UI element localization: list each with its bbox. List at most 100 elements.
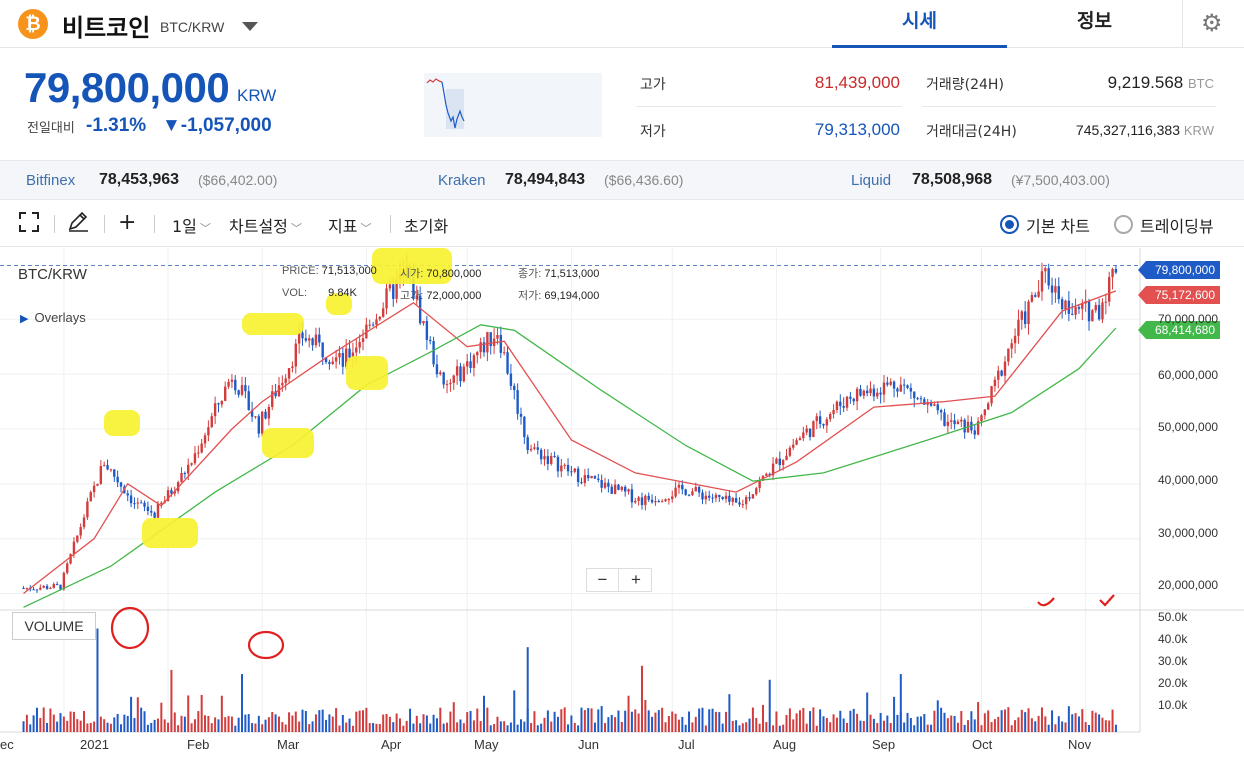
candle-body [1111,269,1114,278]
volume-bar [758,723,761,732]
candle-body [462,366,466,382]
fullscreen-icon[interactable] [18,211,40,237]
exchange-name[interactable]: Bitfinex [26,172,76,189]
highlight-annotation [242,313,304,335]
interval-dropdown[interactable]: 1일 ﹀ [172,213,211,237]
zoom-in-button[interactable]: + [631,570,641,589]
candle-body [539,449,543,460]
check-annotation [1037,597,1055,607]
pencil-icon[interactable] [66,211,90,237]
candle-body [617,484,620,490]
candle-body [1114,269,1118,273]
candle-body [902,384,906,386]
candle-body [311,338,314,346]
volume-bar [930,724,933,732]
exchange-name[interactable]: Kraken [438,172,486,189]
volume-bar [607,717,610,732]
candle-body [560,465,563,472]
candle-body [879,392,882,395]
volume-bar [795,713,798,732]
candle-body [1017,319,1020,336]
volume-bar [792,719,795,732]
zoom-out-button[interactable]: − [587,569,619,591]
chart-toolbar: + 1일 ﹀ 차트설정 ﹀ 지표 ﹀ 초기화 기본 차트 트레이딩뷰 [0,201,1244,247]
volume-bar [688,711,691,732]
volume-bar [1030,718,1033,732]
indicators-dropdown[interactable]: 지표 ﹀ [328,213,371,237]
candle-body [788,447,792,456]
volume-bar [308,724,311,732]
tab-info[interactable]: 정보 [1077,10,1112,32]
volume-bar [802,707,805,732]
candle-body [76,535,79,542]
volume-bar [325,719,328,732]
volume-bar [489,725,492,732]
candle-body [378,316,382,320]
candle-body [550,456,553,464]
settings-button[interactable]: ⚙ [1182,0,1244,48]
volume-bar [341,714,344,732]
reset-button[interactable]: 초기화 [404,217,449,236]
candle-body [281,382,284,386]
volume-bar [335,708,338,732]
overlays-toggle[interactable]: ▶ Overlays [20,310,86,325]
candle-body [324,357,328,363]
candle-body [576,468,580,483]
candle-body [815,416,818,422]
crosshair-icon[interactable]: + [118,210,137,235]
ohlc-high: 고가: 72,000,000 [400,287,481,303]
volume-bar [180,715,183,732]
volume-bar [1017,717,1020,732]
candle-body [170,490,173,494]
volume-bar [556,716,559,732]
volume-bar [234,725,237,732]
ohlc-low-value: 69,194,000 [544,290,600,302]
volume-bar [664,722,667,732]
price-chart[interactable]: BTC/KRW ▶ Overlays PRICE: 71,513,000 시가: … [0,248,1244,764]
volume-bar [691,722,694,732]
high-value: 81,439,000 [814,73,900,92]
volume-bar [187,695,190,732]
candle-body [513,385,516,391]
basic-chart-radio[interactable] [1000,215,1019,234]
candle-body [657,501,660,503]
volume-bar [731,720,734,732]
candle-body [32,589,35,591]
candle-body [862,390,866,396]
trading-view-radio[interactable] [1114,215,1133,234]
candle-body [587,475,590,479]
candlestick-chart[interactable] [0,248,1244,764]
trade-value-unit: KRW [1183,123,1214,138]
candle-body [748,497,751,499]
chevron-down-icon[interactable] [242,22,258,31]
chart-settings-dropdown[interactable]: 차트설정 ﹀ [229,213,302,237]
candle-body [778,458,781,466]
volume-bar [422,714,425,732]
volume-bar [42,707,45,732]
volume-bar [711,708,714,732]
candle-body [650,499,654,503]
candle-body [536,447,539,450]
volume-bar [862,721,865,732]
candle-body [210,416,213,428]
volume-bar [301,709,304,732]
current-price: 79,800,000 [24,64,230,111]
volume-bar [1084,722,1087,732]
candle-body [832,409,835,415]
candle-body [351,352,355,358]
candle-body [654,501,657,503]
volume-bar [146,724,149,732]
volume-tick-label: 30.0k [1158,654,1188,668]
volume-bar [469,710,472,732]
volume-bar [62,716,65,732]
basic-chart-label[interactable]: 기본 차트 [1026,217,1090,236]
candle-body [711,497,714,499]
volume-bar [624,710,627,732]
candle-body [476,352,479,356]
candle-body [368,324,371,326]
trading-view-label[interactable]: 트레이딩뷰 [1140,217,1214,236]
exchange-name[interactable]: Liquid [851,172,892,189]
tab-price[interactable]: 시세 [832,0,1007,48]
volume-bar [177,725,180,732]
candle-body [496,334,499,339]
